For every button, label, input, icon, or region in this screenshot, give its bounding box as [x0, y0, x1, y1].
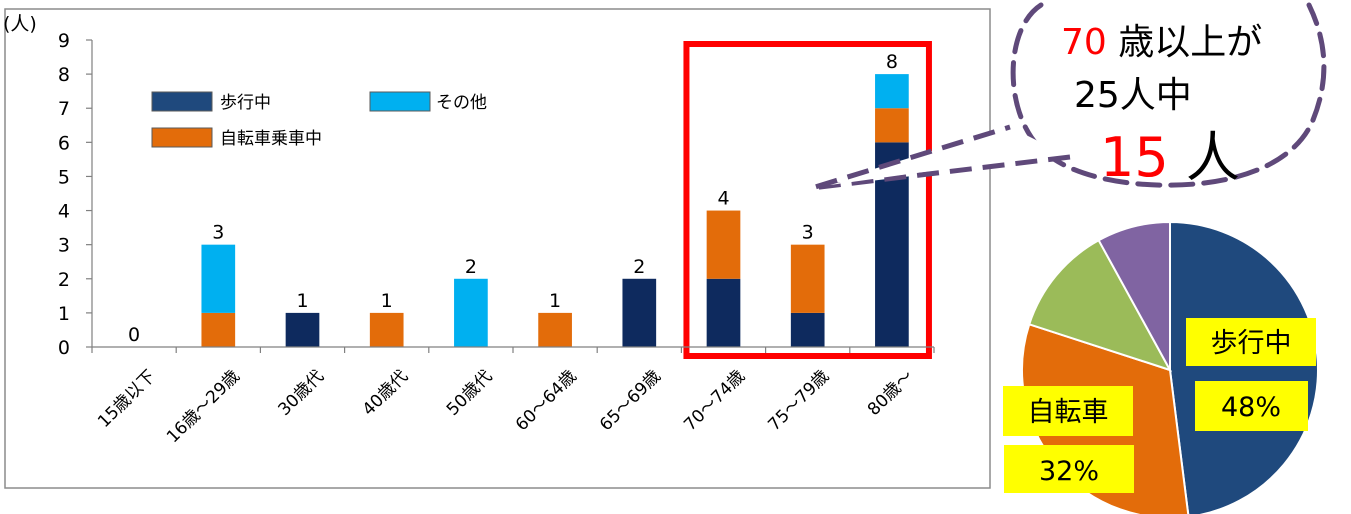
y-tick-label: 4	[58, 201, 70, 223]
y-tick-label: 9	[58, 30, 70, 52]
bar-segment-other	[454, 278, 488, 347]
bar-segment-bicycle	[875, 108, 909, 143]
bar-segment-bicycle	[369, 312, 404, 347]
pie-slice-green	[1027, 238, 1173, 372]
y-tick-label: 7	[58, 98, 70, 120]
bar-segment-bicycle	[790, 244, 825, 313]
y-tick-label: 2	[58, 269, 70, 291]
highlight-box	[683, 41, 932, 359]
y-tick-label: 0	[58, 337, 70, 359]
callout-bubble: 70 歳以上が 25人中 15 人	[809, 2, 1327, 191]
y-tick-label: 3	[58, 235, 70, 257]
pie-label-walking-pct-box	[1195, 381, 1308, 431]
bar-segment-walking	[622, 278, 657, 347]
bar-total-label: 0	[128, 324, 140, 346]
bar-total-label: 1	[549, 290, 561, 312]
bar-segment-other	[201, 244, 236, 313]
legend-swatch-other	[369, 91, 431, 112]
bar-total-label: 2	[465, 256, 477, 278]
bar-total-label: 3	[212, 222, 224, 244]
bar-segment-bicycle	[706, 210, 741, 279]
pie-label-bicycle-pct: 32%	[1039, 456, 1099, 487]
bar-segment-walking	[706, 278, 741, 347]
legend-label-bicycle: 自転車乗車中	[220, 129, 322, 149]
highlight-layer	[683, 41, 932, 359]
bar-total-label: 3	[802, 222, 814, 244]
bar-total-label: 1	[381, 290, 393, 312]
callout-age-text: 歳以上が	[1107, 22, 1262, 63]
callout-count-text: 人	[1169, 126, 1240, 189]
pie-label-bicycle-pct-box	[1004, 445, 1134, 493]
y-tick-label: 8	[58, 64, 70, 86]
y-tick-label: 6	[58, 132, 70, 154]
pie-labels: 歩行中 48% 自転車 32%	[1003, 318, 1316, 493]
pie-chart	[1021, 220, 1319, 514]
bar-segment-walking	[790, 312, 825, 347]
y-tick-label: 5	[58, 166, 70, 188]
y-tick-label: 1	[58, 303, 70, 325]
bar-total-label: 4	[717, 188, 729, 210]
bar-total-label: 1	[296, 290, 308, 312]
callout-age-number: 70	[1061, 22, 1107, 63]
callout-count-number: 15	[1100, 126, 1169, 189]
legend-label-walking: 歩行中	[220, 93, 271, 113]
bar-segment-bicycle	[201, 312, 236, 347]
pie-label-walking: 歩行中	[1211, 328, 1292, 359]
bar-total-label: 2	[633, 256, 645, 278]
y-axis: 0 1 2 3 4 5 6 7 8 9	[58, 30, 93, 359]
pie-slice-walking	[1169, 220, 1319, 514]
legend-swatch-walking	[151, 91, 213, 112]
pie-label-bicycle: 自転車	[1028, 397, 1109, 428]
y-axis-unit: (人)	[3, 13, 37, 35]
callout-shape	[1010, 2, 1327, 188]
bar-total-label: 8	[886, 51, 898, 73]
callout-line-3: 15 人	[1100, 126, 1240, 189]
pie-slice-purple	[1097, 220, 1171, 371]
legend-label-other: その他	[436, 93, 487, 113]
callout-line-2: 25人中	[1074, 75, 1192, 116]
bar-segment-bicycle	[538, 312, 572, 347]
legend-swatch-bicycle	[151, 127, 213, 148]
bar-segment-other	[875, 74, 909, 109]
pie-label-bicycle-box	[1003, 386, 1133, 436]
legend: 歩行中 その他 自転車乗車中	[151, 91, 487, 149]
callout-line-1: 70 歳以上が	[1061, 22, 1262, 63]
chart-frame	[4, 8, 991, 489]
pie-label-walking-pct: 48%	[1221, 392, 1281, 423]
bar-segment-walking	[285, 312, 320, 347]
callout-tail-cover	[830, 133, 1066, 185]
pie-label-walking-box	[1186, 318, 1316, 366]
